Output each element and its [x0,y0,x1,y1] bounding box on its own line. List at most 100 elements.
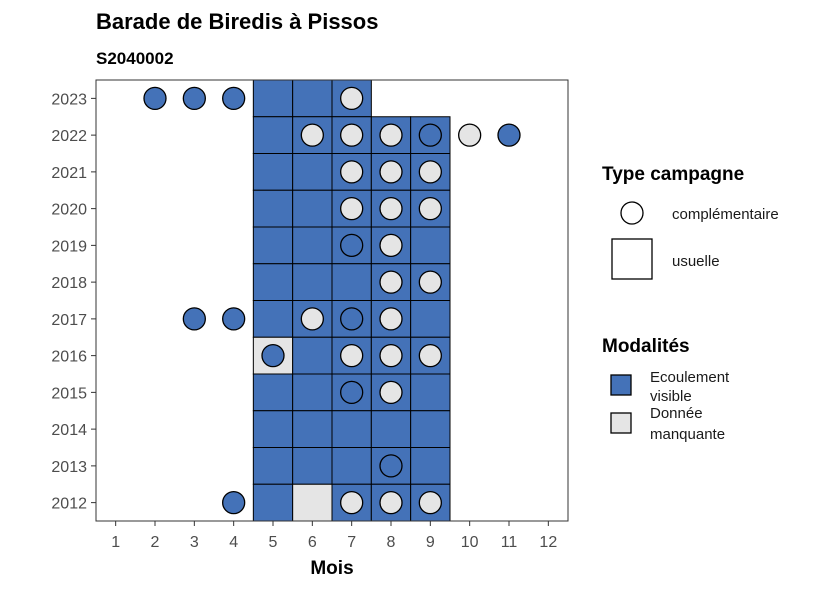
legend-circle-key [620,201,644,225]
y-tick-label: 2023 [51,91,87,108]
y-tick-label: 2014 [51,422,87,439]
tile [292,410,333,448]
chart-title: Barade de Biredis à Pissos [96,9,378,34]
legend-fill-label-0b: visible [650,388,692,405]
point [379,490,403,515]
x-tick-label: 3 [190,534,199,551]
x-tick-label: 9 [426,534,435,551]
point [300,123,324,147]
legend-fill-title: Modalités [602,336,690,357]
point [340,160,364,184]
x-tick-label: 7 [347,534,356,551]
point [379,160,403,184]
y-tick-label: 2013 [51,459,87,476]
tile [292,226,333,265]
point [340,86,364,111]
point [340,490,364,515]
tile [252,300,294,338]
y-tick-label: 2019 [51,238,87,255]
legend-shape: Type campagne complémentaire usuelle [602,164,779,280]
point [340,380,364,405]
x-tick-label: 12 [539,534,557,551]
point [379,270,403,294]
point [379,307,403,331]
y-tick-label: 2021 [51,165,87,182]
tile [252,79,294,118]
point [340,196,364,221]
x-tick-label: 10 [461,534,479,551]
legend-fill-key-1 [610,412,632,434]
tile [252,263,294,301]
x-axis-title: Mois [310,558,353,579]
legend-shape-label-0: complémentaire [672,206,779,223]
tile [292,79,333,118]
tile [410,226,451,265]
tile [292,189,333,228]
tile [292,263,333,301]
point [182,307,206,331]
tile [292,336,333,375]
tile [252,153,294,191]
point [261,343,285,368]
points-layer [143,86,521,515]
point [182,86,206,111]
y-axis: 2012 2013 2014 2015 2016 2017 2018 2019 2020 2021… [51,91,96,513]
legend-fill-key-0 [610,374,632,396]
legend-square-key [611,238,653,280]
point [222,490,246,515]
x-tick-label: 2 [151,534,160,551]
y-tick-label: 2015 [51,385,87,402]
legend-shape-label-1: usuelle [672,253,720,270]
x-tick-label: 1 [111,534,120,551]
point [418,490,442,515]
point [340,343,364,368]
tile [331,410,372,448]
tile [292,373,333,412]
point [418,196,442,221]
tile [252,189,294,228]
tile [410,373,451,412]
legend-fill: Modalités Ecoulement visible Donnée manq… [602,336,730,443]
point [379,454,403,478]
tile [252,373,294,412]
y-tick-label: 2020 [51,202,87,219]
tile [370,447,412,485]
legend-shape-title: Type campagne [602,164,744,185]
point [222,307,246,331]
tile [292,153,333,191]
point [379,233,403,258]
point [379,123,403,147]
x-tick-label: 11 [501,534,518,551]
x-tick-label: 6 [308,534,317,551]
tile [252,410,294,448]
point [418,123,442,147]
point [340,123,364,147]
legend-fill-label-0a: Ecoulement [650,369,730,386]
point [340,307,364,331]
y-tick-label: 2022 [51,128,87,145]
tile [331,447,372,485]
point [458,123,482,147]
point [379,196,403,221]
point [143,86,167,111]
y-tick-label: 2016 [51,349,87,366]
point [497,123,521,147]
tile [410,300,451,338]
point [222,86,246,111]
tile [252,226,294,265]
point [379,380,403,405]
x-tick-label: 8 [387,534,396,551]
y-tick-label: 2017 [51,312,87,329]
tile [370,410,412,448]
tile [252,447,294,485]
point [379,343,403,368]
x-tick-label: 4 [229,534,238,551]
y-tick-label: 2012 [51,496,87,513]
x-tick-label: 5 [269,534,278,551]
legend-fill-label-1a: Donnée [650,405,703,422]
point [418,270,442,294]
tile [252,116,294,154]
tile [410,410,451,448]
point [300,307,324,331]
tile [292,483,333,522]
